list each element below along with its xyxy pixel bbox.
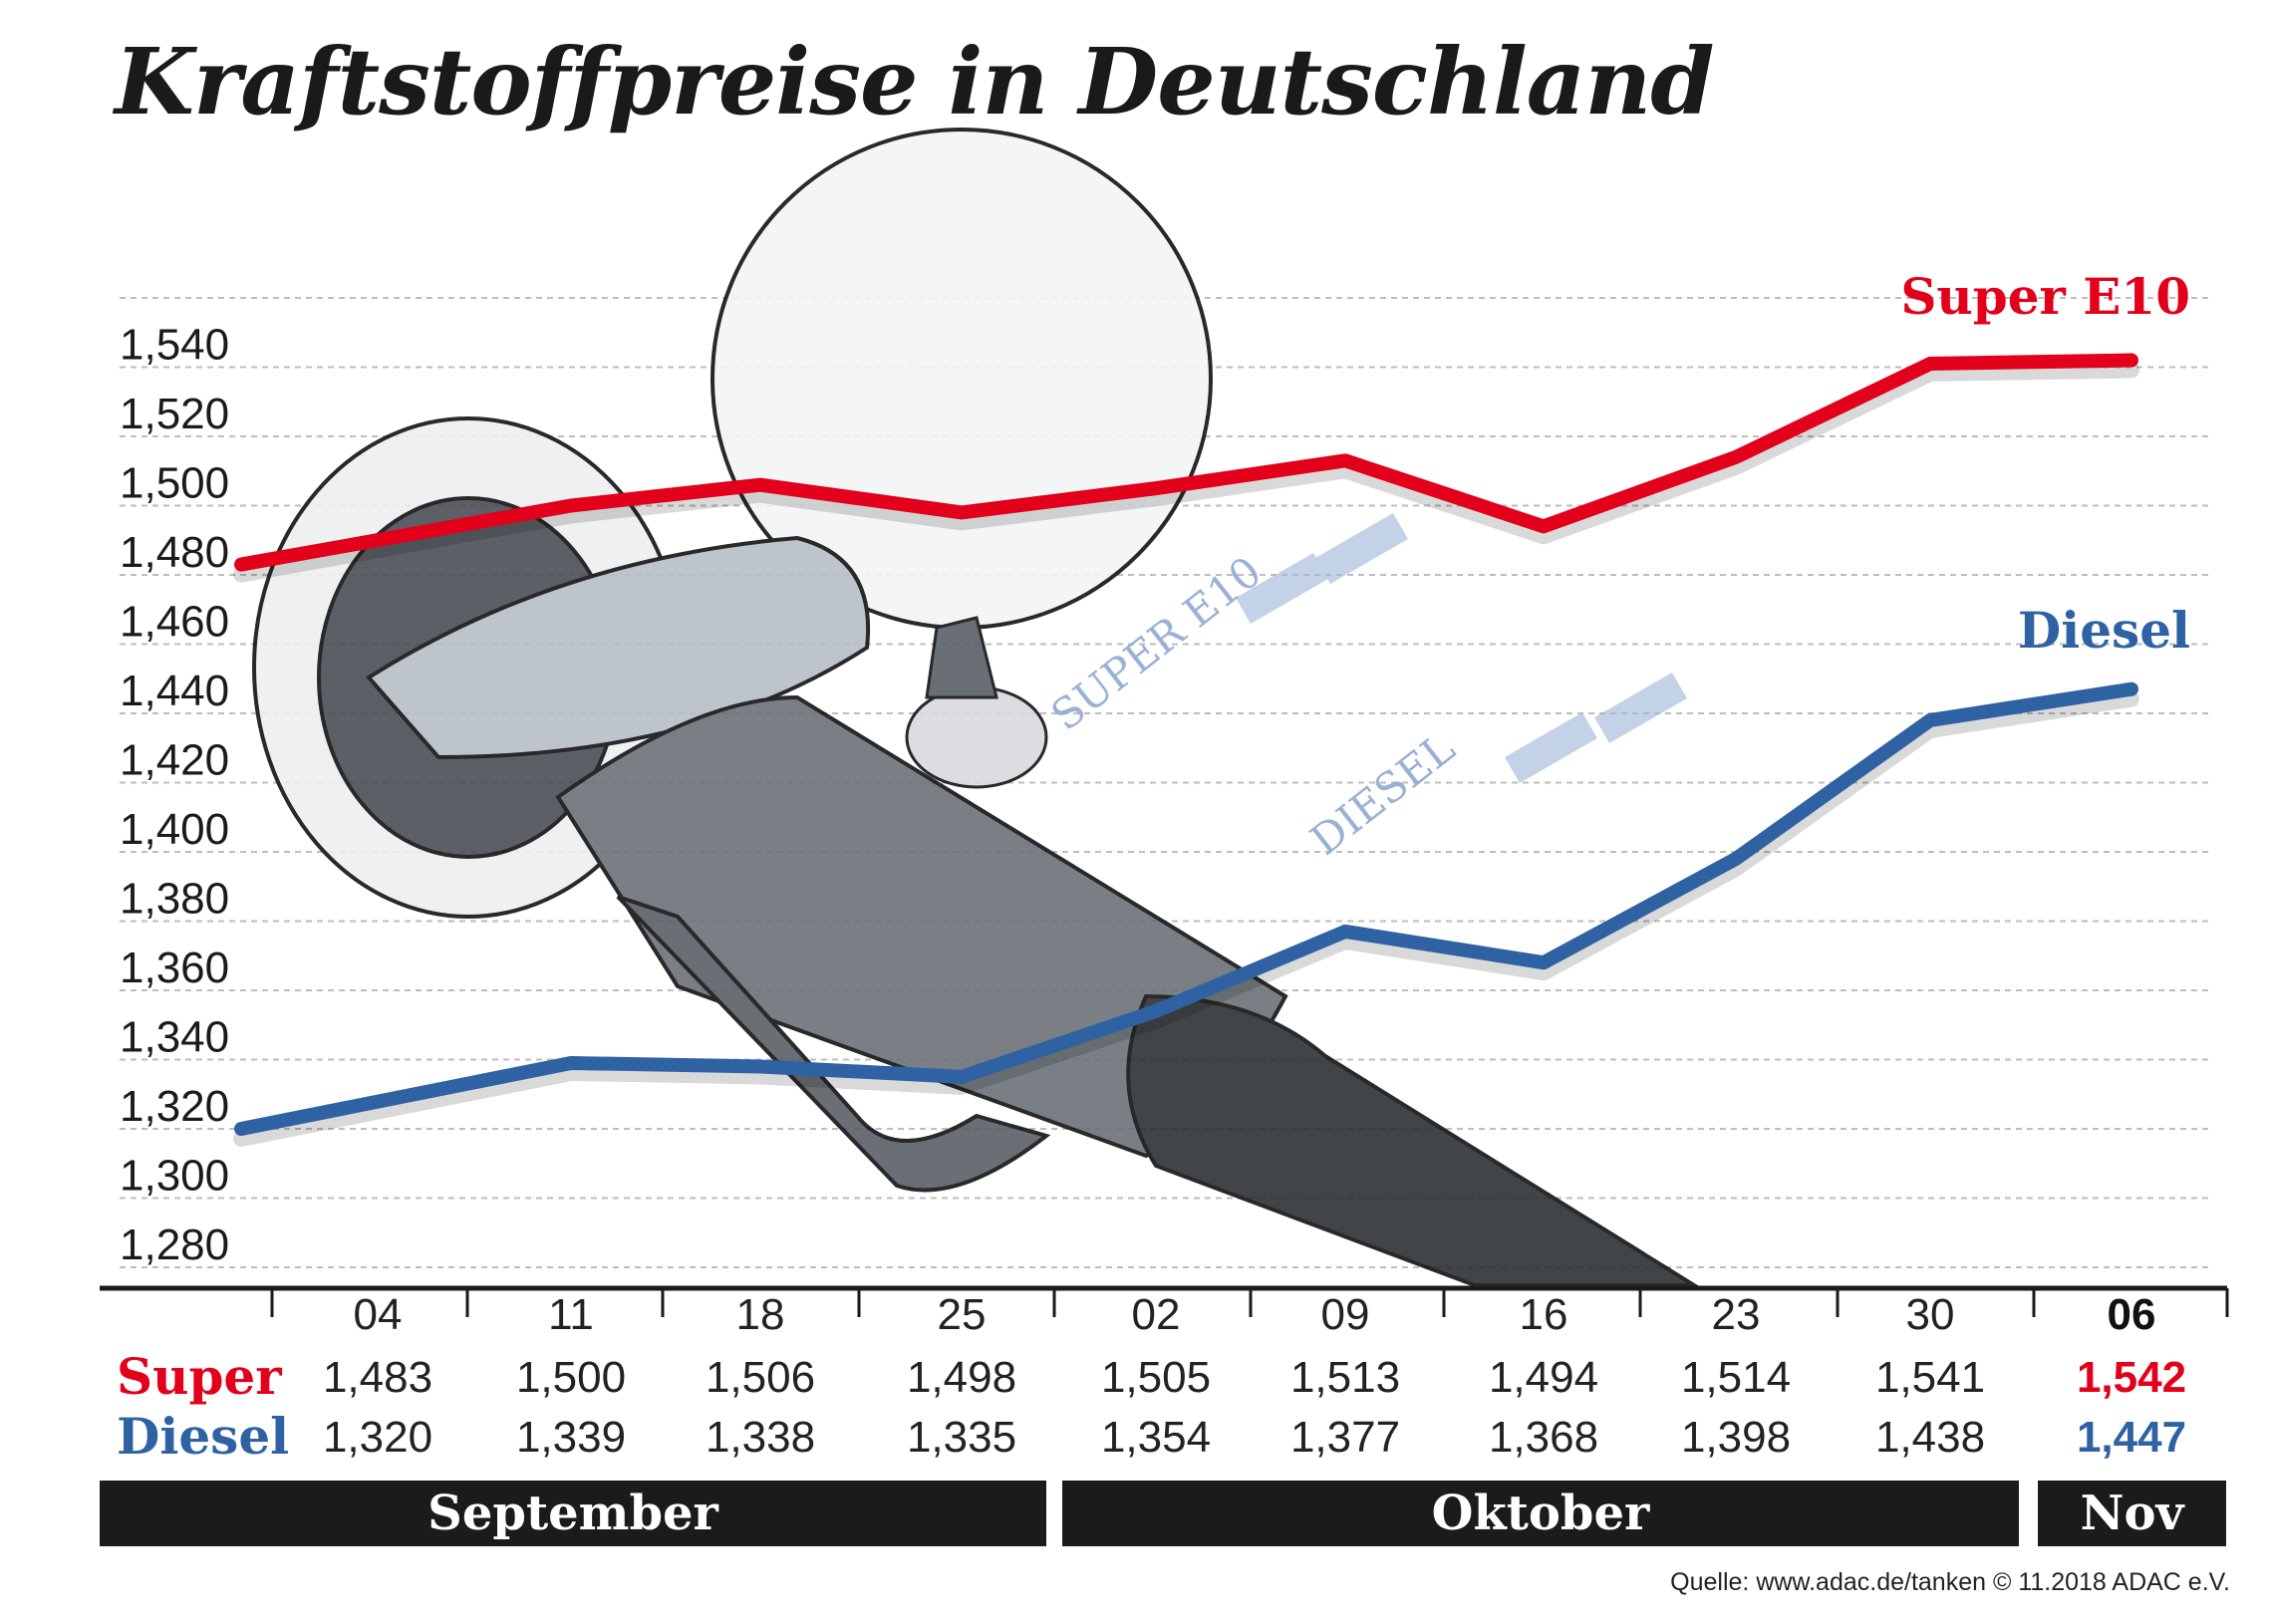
price-value: 1,320 xyxy=(322,1413,433,1462)
data-point xyxy=(1733,855,1739,862)
price-value: 1,500 xyxy=(515,1353,627,1402)
super-price-row: Super 1,483 1,500 1,506 1,498 1,505 1,513 1,49… xyxy=(0,1347,2270,1413)
price-value: 1,541 xyxy=(1874,1353,1986,1402)
date-label: 30 xyxy=(1905,1290,1955,1339)
price-value: 1,354 xyxy=(1100,1413,1212,1462)
price-value: 1,494 xyxy=(1488,1353,1599,1402)
fuel-nozzle-illustration: SUPER E10 DIESEL xyxy=(252,128,1702,1287)
date-label: 16 xyxy=(1519,1290,1568,1339)
y-tick-label: 1,300 xyxy=(120,1152,229,1201)
data-point xyxy=(757,481,763,488)
chart-title: Kraftstoffpreise in Deutschland xyxy=(115,28,1715,135)
x-axis-tick-marks xyxy=(270,1288,2229,1317)
y-tick-label: 1,380 xyxy=(120,875,229,924)
data-point xyxy=(2128,357,2134,364)
price-value: 1,483 xyxy=(322,1353,433,1402)
date-label: 25 xyxy=(937,1290,987,1339)
data-point xyxy=(238,1126,244,1132)
legend-diesel: Diesel xyxy=(2018,601,2190,660)
y-tick-label: 1,440 xyxy=(120,667,229,715)
data-point xyxy=(1153,1007,1159,1014)
price-value: 1,514 xyxy=(1680,1353,1792,1402)
date-label: 11 xyxy=(548,1290,594,1339)
price-value: 1,542 xyxy=(2076,1353,2187,1402)
price-value: 1,506 xyxy=(705,1353,816,1402)
price-value: 1,338 xyxy=(705,1413,816,1462)
data-point xyxy=(1342,457,1348,464)
y-tick-label: 1,460 xyxy=(120,598,229,647)
data-point xyxy=(238,561,244,568)
month-oktober: Oktober xyxy=(1062,1481,2019,1546)
data-point xyxy=(959,1073,965,1080)
series-line-diesel xyxy=(234,681,2138,1136)
date-label: 02 xyxy=(1131,1290,1181,1339)
month-nov: Nov xyxy=(2038,1481,2226,1546)
y-tick-label: 1,400 xyxy=(120,805,229,854)
y-tick-label: 1,540 xyxy=(120,321,229,370)
y-axis-ticks: 1,280 1,300 1,320 1,340 1,360 1,380 1,400 1,420… xyxy=(120,321,229,1270)
display-label-diesel: DIESEL xyxy=(1301,723,1464,865)
data-point xyxy=(959,509,965,516)
date-label: 23 xyxy=(1711,1290,1761,1339)
data-point xyxy=(1541,523,1547,530)
data-point xyxy=(1342,928,1348,935)
date-label: 06 xyxy=(2107,1290,2156,1339)
price-value: 1,513 xyxy=(1289,1353,1401,1402)
price-value: 1,505 xyxy=(1100,1353,1212,1402)
price-value: 1,339 xyxy=(515,1413,627,1462)
fuel-hose xyxy=(1126,993,1702,1287)
price-value: 1,438 xyxy=(1874,1413,1986,1462)
series-line-super-e10 xyxy=(234,353,2138,572)
y-tick-label: 1,520 xyxy=(120,390,229,438)
diesel-price-row: Diesel 1,320 1,339 1,338 1,335 1,354 1,377 1,3… xyxy=(0,1407,2270,1473)
data-point xyxy=(1153,485,1159,492)
y-tick-label: 1,280 xyxy=(120,1220,229,1269)
display-digits xyxy=(1236,513,1687,783)
month-september: September xyxy=(100,1481,1046,1546)
data-point xyxy=(1927,361,1933,368)
data-point xyxy=(1541,959,1547,966)
y-tick-label: 1,340 xyxy=(120,1013,229,1062)
date-label: 18 xyxy=(735,1290,785,1339)
data-point xyxy=(568,502,574,509)
data-point xyxy=(1733,453,1739,460)
data-point xyxy=(757,1063,763,1070)
series-shadow xyxy=(233,690,2139,1147)
price-value: 1,498 xyxy=(906,1353,1017,1402)
date-label: 04 xyxy=(353,1290,403,1339)
price-value: 1,398 xyxy=(1680,1413,1792,1462)
row-label-diesel: Diesel xyxy=(117,1407,290,1466)
legend-super-e10: Super E10 xyxy=(1900,267,2190,326)
source-note: Quelle: www.adac.de/tanken © 11.2018 ADA… xyxy=(1670,1568,2230,1596)
series-shadow xyxy=(233,362,2139,583)
data-point xyxy=(2128,685,2134,692)
data-point xyxy=(568,1059,574,1066)
price-value: 1,377 xyxy=(1289,1413,1401,1462)
row-label-super: Super xyxy=(117,1347,282,1406)
y-tick-label: 1,500 xyxy=(120,459,229,508)
price-value: 1,447 xyxy=(2076,1413,2187,1462)
y-tick-label: 1,320 xyxy=(120,1082,229,1131)
date-row: 04 11 18 25 02 09 16 23 30 06 xyxy=(0,1290,2270,1350)
y-tick-label: 1,360 xyxy=(120,944,229,992)
date-label: 09 xyxy=(1320,1290,1370,1339)
series-lines xyxy=(233,353,2139,1147)
data-point xyxy=(1927,716,1933,723)
y-tick-label: 1,480 xyxy=(120,528,229,577)
y-tick-label: 1,420 xyxy=(120,736,229,785)
price-value: 1,335 xyxy=(906,1413,1017,1462)
price-value: 1,368 xyxy=(1488,1413,1599,1462)
